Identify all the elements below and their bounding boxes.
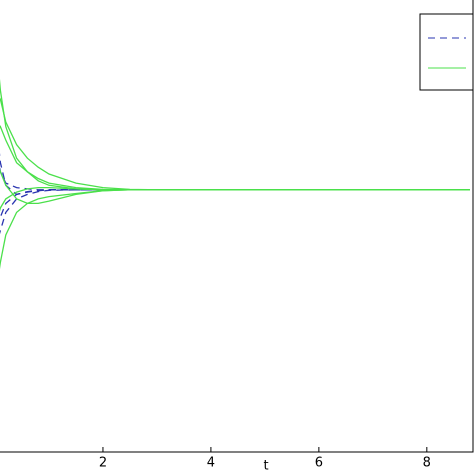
axes-box (0, 0, 474, 453)
series-line (0, 78, 470, 191)
x-tick-label: 2 (99, 456, 107, 471)
x-axis-label: t (263, 459, 268, 474)
series-line (0, 186, 470, 212)
x-tick-label: 6 (315, 456, 323, 471)
x-tick-label: 8 (423, 456, 431, 471)
series-line (0, 189, 470, 235)
series-line (0, 97, 470, 191)
series-line (0, 153, 470, 196)
series-line (0, 166, 470, 191)
plot-lines (0, 78, 470, 270)
series-line (0, 125, 470, 191)
legend-box (419, 13, 474, 91)
x-tick-label: 4 (207, 456, 215, 471)
series-line (0, 189, 470, 270)
